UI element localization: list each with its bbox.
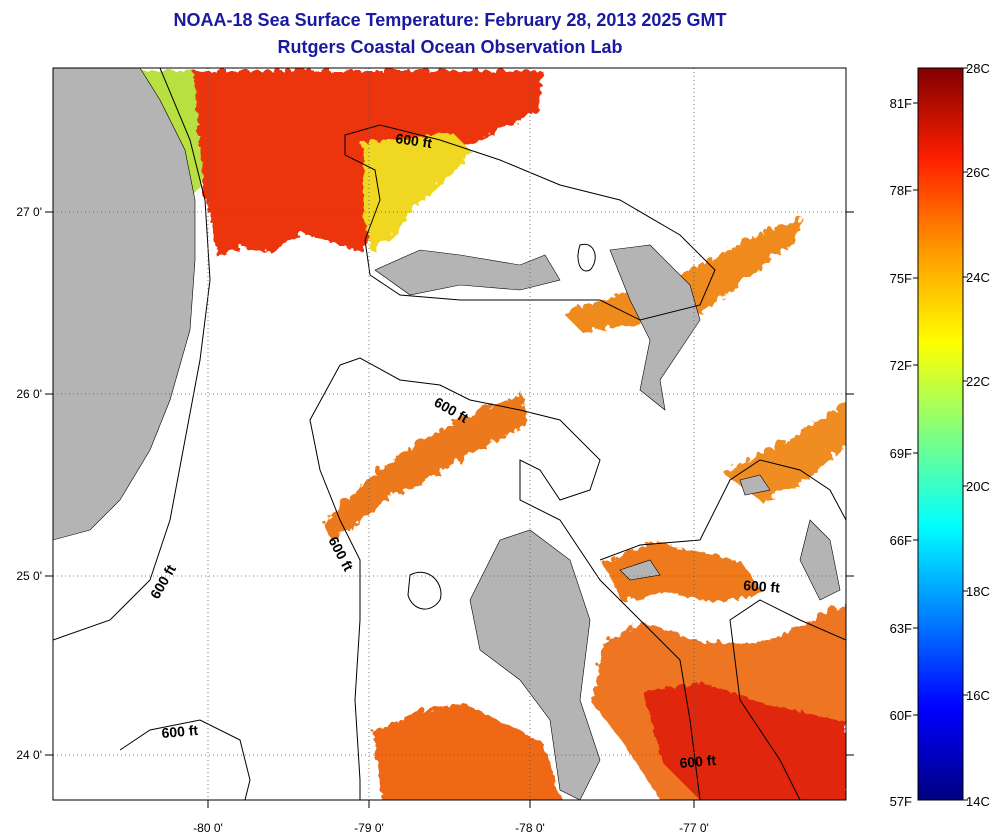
y-tick-label: 26 0' xyxy=(16,387,42,401)
colorbar-celsius-labels: 28C 26C 24C 22C 20C 18C 16C 14C xyxy=(966,61,990,809)
colorbar-c-label: 20C xyxy=(966,479,990,494)
colorbar-f-label: 69F xyxy=(890,446,912,461)
sst-patch-southwest-orange xyxy=(370,700,560,800)
axis-ticks xyxy=(45,211,854,808)
sst-patch-central-orange xyxy=(320,390,525,540)
sst-patch-exuma-orange xyxy=(600,540,760,600)
colorbar-f-label: 78F xyxy=(890,183,912,198)
contour-southwest xyxy=(119,719,251,800)
eleuthera-land xyxy=(799,519,841,601)
contour-loop xyxy=(407,572,442,610)
contour-little-bahama xyxy=(344,124,716,321)
colorbar-f-label: 63F xyxy=(890,621,912,636)
sst-patch-yellow xyxy=(360,130,470,250)
sst-patch-abaco-orange xyxy=(560,215,800,330)
y-tick-label: 24 0' xyxy=(16,748,42,762)
colorbar-c-label: 28C xyxy=(966,61,990,76)
y-tick-label: 25 0' xyxy=(16,569,42,583)
colorbar-ticks xyxy=(913,67,968,801)
contour-east xyxy=(599,459,846,800)
map-subtitle: Rutgers Coastal Ocean Observation Lab xyxy=(277,37,623,57)
colorbar-f-label: 81F xyxy=(890,96,912,111)
x-tick-label: -79 0' xyxy=(354,821,384,835)
colorbar-f-label: 60F xyxy=(890,708,912,723)
contour-label-600ft-southeast: 600 ft xyxy=(679,752,717,771)
depth-contours xyxy=(53,68,846,800)
exuma-land xyxy=(619,559,661,581)
sst-patch-east-orange xyxy=(720,400,846,500)
contour-abaco-inner xyxy=(577,243,596,272)
colorbar-c-label: 22C xyxy=(966,374,990,389)
contour-label-600ft-north: 600 ft xyxy=(395,130,434,151)
colorbar-f-label: 75F xyxy=(890,271,912,286)
colorbar-c-label: 18C xyxy=(966,584,990,599)
x-tick-label: -80 0' xyxy=(193,821,223,835)
x-tick-label: -78 0' xyxy=(515,821,545,835)
contour-great-bahama xyxy=(309,357,701,800)
colorbar-c-label: 24C xyxy=(966,270,990,285)
colorbar-c-label: 14C xyxy=(966,794,990,809)
contour-florida xyxy=(53,68,211,641)
y-tick-label: 27 0' xyxy=(16,205,42,219)
florida-land xyxy=(53,68,196,541)
colorbar-fahrenheit-labels: 81F 78F 75F 72F 69F 66F 63F 60F 57F xyxy=(890,96,912,809)
grand-bahama-land xyxy=(374,249,561,296)
cat-island-land xyxy=(739,474,771,496)
map-title: NOAA-18 Sea Surface Temperature: Februar… xyxy=(173,10,727,30)
contour-label-600ft-southwest: 600 ft xyxy=(161,722,199,741)
colorbar-c-label: 16C xyxy=(966,688,990,703)
contour-label-600ft-east: 600 ft xyxy=(743,577,781,596)
grid xyxy=(53,68,846,800)
colorbar-c-label: 26C xyxy=(966,165,990,180)
colorbar-f-label: 66F xyxy=(890,533,912,548)
andros-land xyxy=(469,529,601,800)
colorbar-f-label: 72F xyxy=(890,358,912,373)
x-tick-label: -77 0' xyxy=(679,821,709,835)
abaco-land xyxy=(609,244,701,411)
colorbar-f-label: 57F xyxy=(890,794,912,809)
colorbar xyxy=(917,67,964,801)
land xyxy=(53,68,841,800)
sst-patch-southeast-red xyxy=(640,680,846,800)
